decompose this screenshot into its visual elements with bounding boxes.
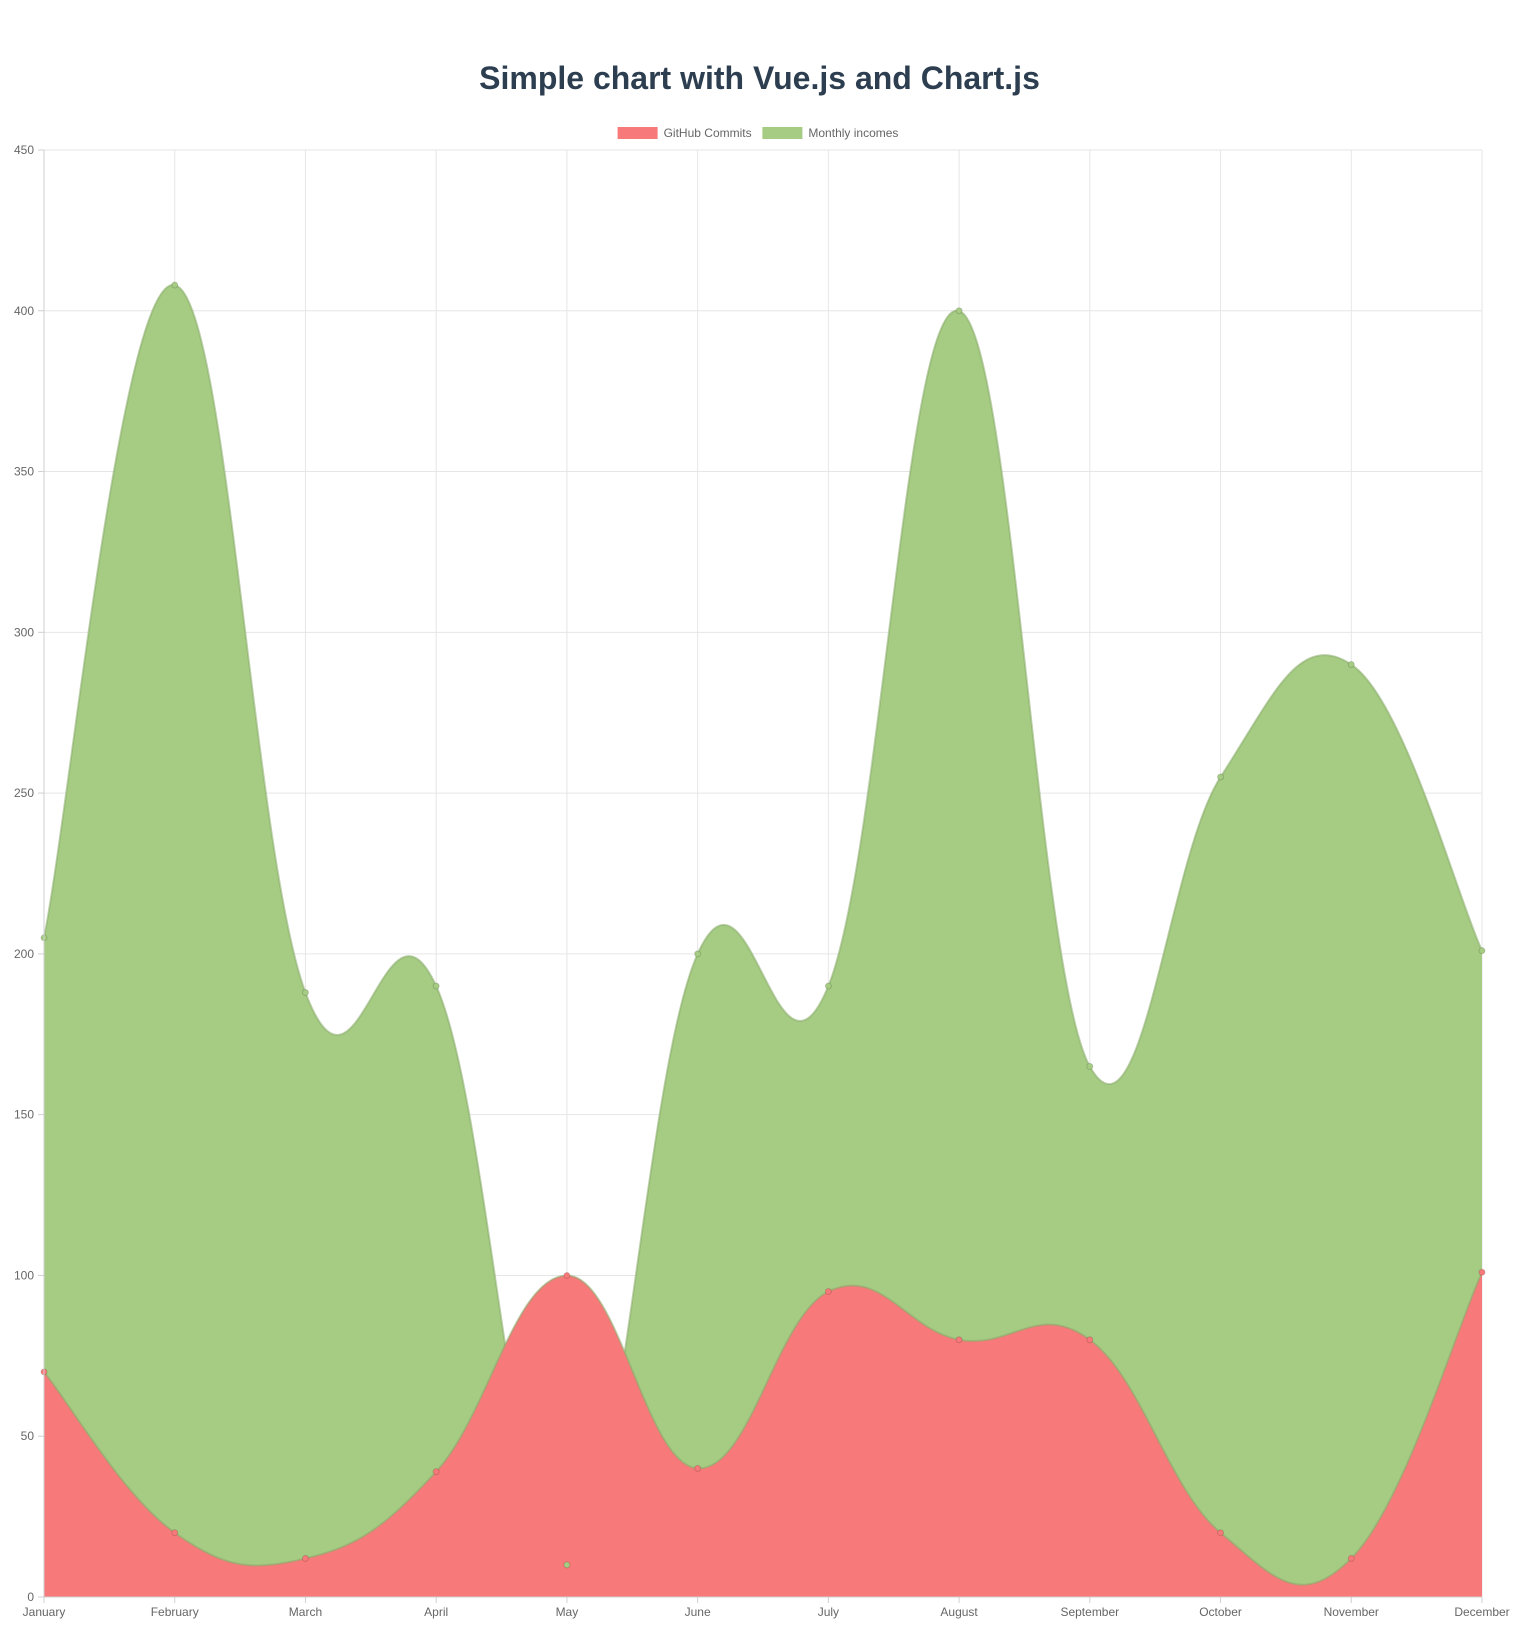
monthly-incomes-line xyxy=(43,284,1483,1566)
y-tick-label: 450 xyxy=(14,143,34,157)
github-commits-point[interactable] xyxy=(563,1271,571,1279)
x-tick-label: January xyxy=(23,1605,66,1619)
x-tick-label: August xyxy=(940,1605,978,1619)
legend: GitHub Commits Monthly incomes xyxy=(617,126,898,140)
y-tick-label: 300 xyxy=(14,625,34,639)
y-tick-label: 0 xyxy=(27,1590,34,1604)
x-tick-label: September xyxy=(1060,1605,1119,1619)
axes: 0 50 100 150 200 250 300 350 400 450 January Februa… xyxy=(14,143,1510,1619)
github-commits-point[interactable] xyxy=(824,1288,832,1296)
page-title: Simple chart with Vue.js and Chart.js xyxy=(479,60,1040,96)
x-tick-label: July xyxy=(818,1605,839,1619)
x-tick-label: June xyxy=(685,1605,711,1619)
monthly-incomes-point[interactable] xyxy=(563,1561,571,1569)
monthly-incomes-point[interactable] xyxy=(171,281,179,289)
monthly-incomes-point[interactable] xyxy=(1086,1062,1094,1070)
github-commits-point[interactable] xyxy=(1217,1529,1225,1537)
y-tick-label: 100 xyxy=(14,1268,34,1282)
github-commits-point[interactable] xyxy=(694,1464,702,1472)
monthly-incomes-point[interactable] xyxy=(432,982,440,990)
y-tick-label: 200 xyxy=(14,947,34,961)
series-points xyxy=(40,281,1486,1569)
monthly-incomes-point[interactable] xyxy=(955,307,963,315)
y-tick-label: 400 xyxy=(14,304,34,318)
legend-item-github-commits[interactable]: GitHub Commits xyxy=(617,126,752,140)
y-tick-label: 150 xyxy=(14,1108,34,1122)
x-tick-label: March xyxy=(289,1605,322,1619)
y-tick-label: 250 xyxy=(14,786,34,800)
monthly-incomes-point[interactable] xyxy=(301,988,309,996)
legend-item-monthly-incomes[interactable]: Monthly incomes xyxy=(762,126,898,140)
github-commits-point[interactable] xyxy=(171,1529,179,1537)
x-tick-label: April xyxy=(424,1605,448,1619)
monthly-incomes-area xyxy=(44,284,1482,1597)
github-commits-point[interactable] xyxy=(955,1336,963,1344)
y-tick-label: 50 xyxy=(21,1429,35,1443)
x-tick-label: May xyxy=(556,1605,579,1619)
monthly-incomes-point[interactable] xyxy=(824,982,832,990)
legend-label: Monthly incomes xyxy=(808,126,898,140)
github-commits-point[interactable] xyxy=(1478,1268,1486,1276)
x-tick-label: October xyxy=(1199,1605,1242,1619)
github-commits-area xyxy=(44,1272,1482,1597)
legend-swatch xyxy=(762,127,803,139)
legend-swatch xyxy=(617,127,658,139)
github-commits-point[interactable] xyxy=(301,1554,309,1562)
github-commits-point[interactable] xyxy=(1086,1336,1094,1344)
y-tick-label: 350 xyxy=(14,465,34,479)
x-tick-label: November xyxy=(1324,1605,1379,1619)
monthly-incomes-point[interactable] xyxy=(1217,773,1225,781)
series-areas xyxy=(43,284,1483,1597)
github-commits-point[interactable] xyxy=(432,1468,440,1476)
x-tick-label: February xyxy=(151,1605,199,1619)
monthly-incomes-point[interactable] xyxy=(694,950,702,958)
github-commits-point[interactable] xyxy=(1347,1554,1355,1562)
x-tick-label: December xyxy=(1454,1605,1509,1619)
monthly-incomes-point[interactable] xyxy=(1347,660,1355,668)
legend-label: GitHub Commits xyxy=(664,126,752,140)
monthly-incomes-point[interactable] xyxy=(1478,947,1486,955)
